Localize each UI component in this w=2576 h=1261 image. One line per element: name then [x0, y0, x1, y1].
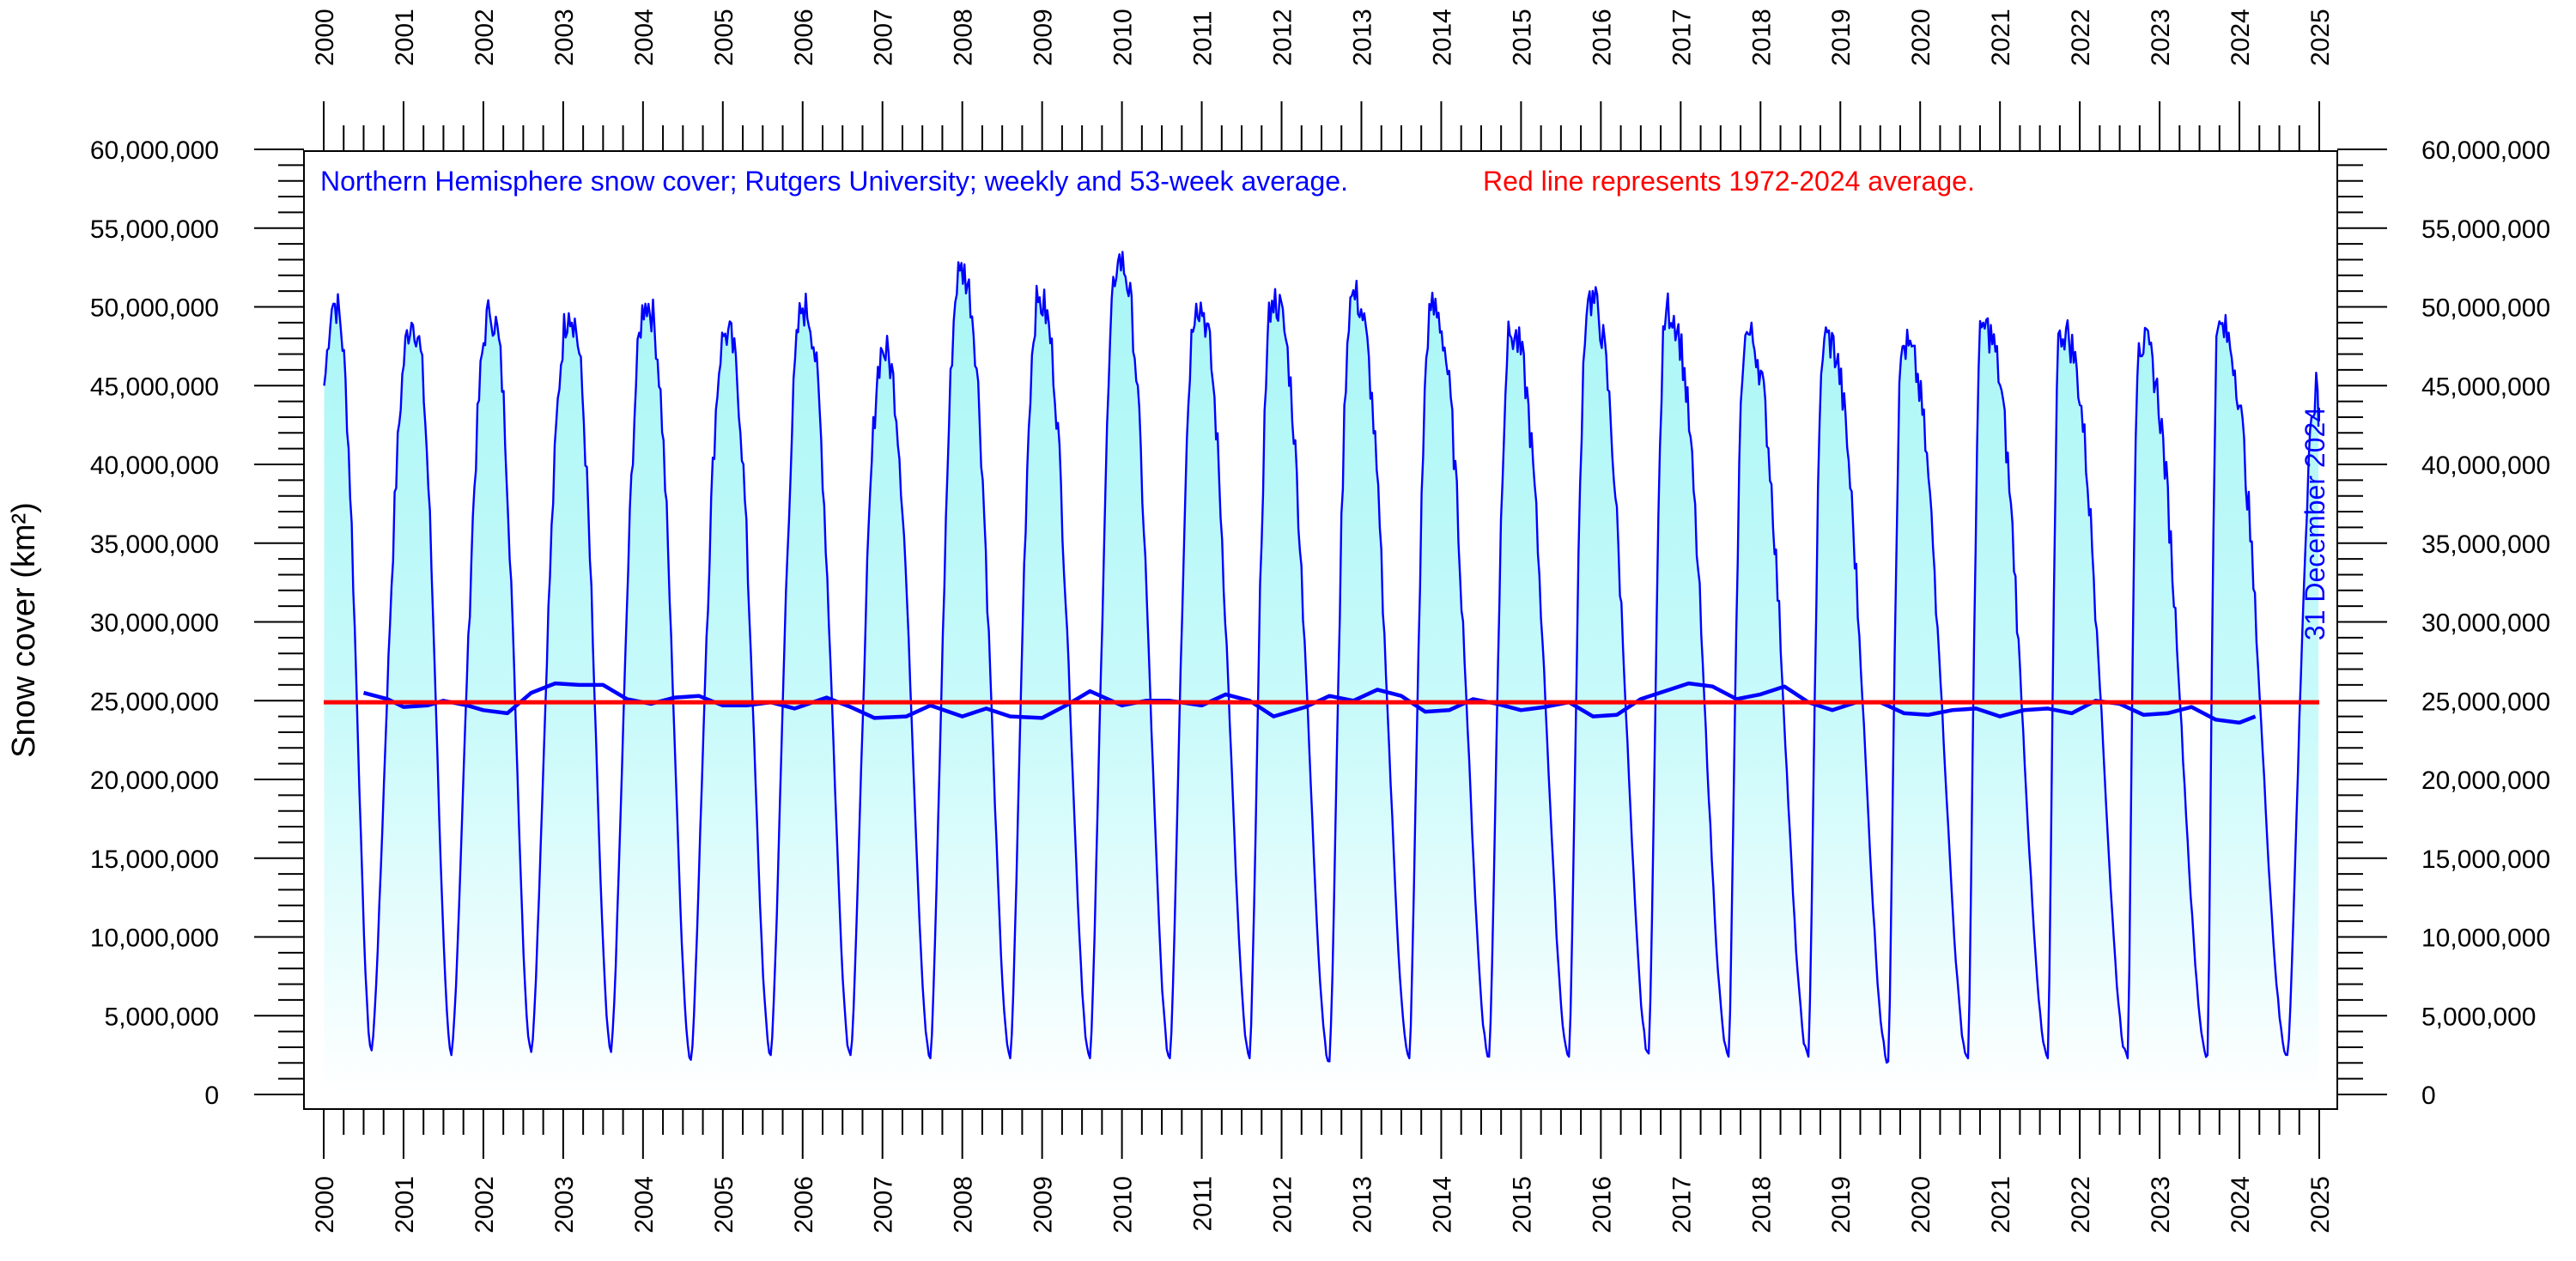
weekly-snow-cover-line — [323, 251, 2320, 1064]
y-tick-label-left: 15,000,000 — [90, 846, 219, 874]
x-tick-label-bottom: 2006 — [790, 1176, 818, 1234]
y-tick-label-right: 0 — [2421, 1082, 2436, 1110]
x-tick-label-bottom: 2005 — [710, 1176, 738, 1234]
x-tick-label-top: 2016 — [1588, 9, 1616, 66]
y-tick-label-right: 50,000,000 — [2421, 294, 2550, 323]
x-tick-label-bottom: 2018 — [1747, 1176, 1776, 1234]
x-tick-label-top: 2009 — [1030, 9, 1058, 66]
y-tick-label-left: 20,000,000 — [90, 767, 219, 795]
x-tick-label-bottom: 2025 — [2306, 1176, 2335, 1234]
x-tick-label-bottom: 2017 — [1668, 1176, 1696, 1234]
labels: Northern Hemisphere snow cover; Rutgers … — [6, 9, 2550, 1234]
x-tick-label-bottom: 2002 — [471, 1176, 499, 1234]
y-tick-label-left: 0 — [204, 1082, 219, 1110]
x-tick-label-bottom: 2016 — [1588, 1176, 1616, 1234]
x-tick-label-top: 2011 — [1189, 10, 1218, 66]
x-tick-label-top: 2024 — [2227, 9, 2255, 66]
y-tick-label-right: 5,000,000 — [2421, 1003, 2536, 1031]
x-tick-label-bottom: 2010 — [1109, 1176, 1138, 1234]
x-tick-label-bottom: 2023 — [2147, 1176, 2175, 1234]
x-tick-label-bottom: 2022 — [2067, 1176, 2095, 1234]
x-tick-label-bottom: 2008 — [950, 1176, 978, 1234]
x-tick-label-bottom: 2015 — [1508, 1176, 1536, 1234]
x-tick-label-top: 2018 — [1747, 9, 1776, 66]
x-tick-label-bottom: 2011 — [1189, 1176, 1218, 1232]
axes — [254, 101, 2387, 1159]
y-tick-label-left: 35,000,000 — [90, 530, 219, 559]
x-tick-label-top: 2025 — [2306, 9, 2335, 66]
x-tick-label-top: 2008 — [950, 9, 978, 66]
x-tick-label-bottom: 2014 — [1428, 1176, 1456, 1234]
y-tick-label-left: 5,000,000 — [105, 1003, 219, 1031]
latest-date-label: 31 December 2024 — [2300, 407, 2330, 640]
y-tick-label-left: 60,000,000 — [90, 136, 219, 165]
snow-cover-fill — [324, 252, 2319, 1094]
x-tick-label-top: 2013 — [1348, 9, 1376, 66]
x-tick-label-top: 2001 — [391, 9, 419, 66]
x-tick-label-bottom: 2019 — [1827, 1176, 1856, 1234]
x-tick-label-bottom: 2020 — [1907, 1176, 1935, 1234]
x-tick-label-top: 2019 — [1827, 9, 1856, 66]
x-tick-label-bottom: 2004 — [630, 1176, 659, 1234]
x-tick-label-top: 2020 — [1907, 9, 1935, 66]
x-tick-label-bottom: 2007 — [870, 1176, 898, 1234]
y-tick-label-right: 25,000,000 — [2421, 688, 2550, 716]
x-tick-label-top: 2022 — [2067, 9, 2095, 66]
x-tick-label-bottom: 2000 — [311, 1176, 339, 1234]
x-tick-label-top: 2003 — [550, 9, 579, 66]
weekly-snow-cover-area — [324, 252, 2319, 1094]
y-tick-label-left: 40,000,000 — [90, 452, 219, 480]
y-tick-label-left: 50,000,000 — [90, 294, 219, 323]
y-tick-label-right: 10,000,000 — [2421, 925, 2550, 953]
x-tick-label-bottom: 2001 — [391, 1176, 419, 1234]
y-tick-label-right: 35,000,000 — [2421, 530, 2550, 559]
x-tick-label-top: 2005 — [710, 9, 738, 66]
y-tick-label-left: 45,000,000 — [90, 373, 219, 401]
chart-caption: Northern Hemisphere snow cover; Rutgers … — [320, 166, 1348, 197]
x-tick-label-top: 2021 — [1987, 9, 2015, 66]
y-tick-label-right: 30,000,000 — [2421, 609, 2550, 638]
x-tick-label-top: 2023 — [2147, 9, 2175, 66]
x-tick-label-bottom: 2021 — [1987, 1176, 2015, 1234]
y-tick-label-right: 20,000,000 — [2421, 767, 2550, 795]
x-tick-label-top: 2006 — [790, 9, 818, 66]
y-tick-label-right: 40,000,000 — [2421, 452, 2550, 480]
x-tick-label-bottom: 2003 — [550, 1176, 579, 1234]
average-caption: Red line represents 1972-2024 average. — [1483, 166, 1975, 197]
x-tick-label-top: 2015 — [1508, 9, 1536, 66]
x-tick-label-bottom: 2012 — [1269, 1176, 1297, 1234]
y-tick-label-left: 10,000,000 — [90, 925, 219, 953]
y-tick-label-right: 55,000,000 — [2421, 215, 2550, 244]
x-tick-label-bottom: 2009 — [1030, 1176, 1058, 1234]
x-tick-label-top: 2012 — [1269, 9, 1297, 66]
x-tick-label-top: 2017 — [1668, 9, 1696, 66]
x-tick-label-bottom: 2013 — [1348, 1176, 1376, 1234]
x-tick-label-top: 2000 — [311, 9, 339, 66]
series — [323, 251, 2320, 1064]
y-tick-label-left: 25,000,000 — [90, 688, 219, 716]
x-tick-label-top: 2004 — [630, 9, 659, 66]
x-tick-label-top: 2002 — [471, 9, 499, 66]
x-tick-label-top: 2010 — [1109, 9, 1138, 66]
x-tick-label-bottom: 2024 — [2227, 1176, 2255, 1234]
y-axis-title: Snow cover (km²) — [6, 502, 42, 758]
y-tick-label-left: 30,000,000 — [90, 609, 219, 638]
y-tick-label-right: 45,000,000 — [2421, 373, 2550, 401]
y-tick-label-left: 55,000,000 — [90, 215, 219, 244]
y-tick-label-right: 15,000,000 — [2421, 846, 2550, 874]
x-tick-label-top: 2014 — [1428, 9, 1456, 66]
x-tick-label-top: 2007 — [870, 9, 898, 66]
y-tick-label-right: 60,000,000 — [2421, 136, 2550, 165]
